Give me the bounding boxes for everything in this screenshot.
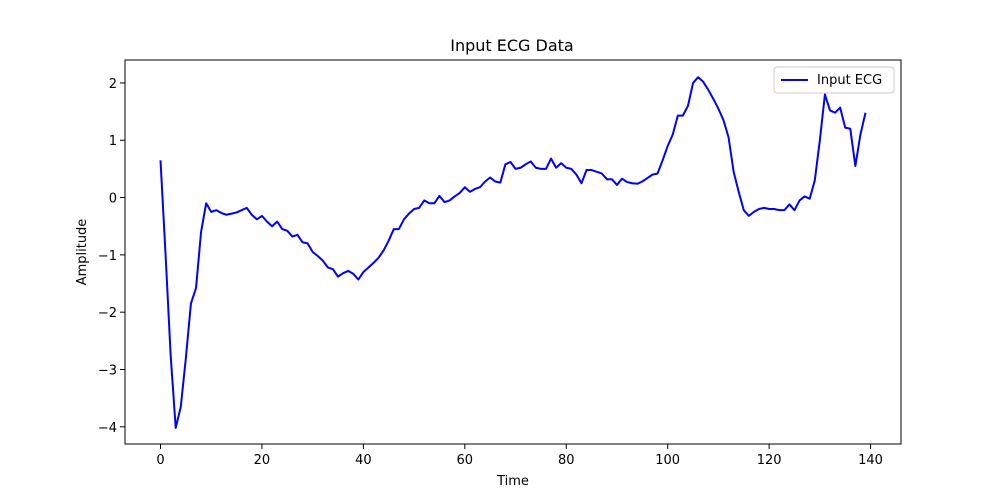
series-line-0: [159, 76, 867, 429]
y-tick-label: −2: [98, 306, 117, 321]
x-tick-label: 40: [355, 453, 372, 468]
x-tick-label: 80: [558, 453, 575, 468]
y-tick-label: 2: [109, 77, 117, 92]
x-axis-label: Time: [496, 474, 529, 489]
legend: Input ECG: [773, 66, 895, 94]
legend-label: Input ECG: [817, 73, 882, 88]
y-axis: −4 −3 −2 −1 0 1 2: [98, 77, 125, 436]
y-tick-label: 1: [109, 134, 117, 149]
y-tick-label: −3: [98, 363, 117, 378]
legend-box: [773, 66, 895, 94]
plot-frame: [124, 59, 902, 445]
y-tick-label: −4: [98, 421, 117, 436]
x-tick-label: 60: [457, 453, 474, 468]
x-tick-label: 140: [858, 453, 883, 468]
chart-title: Input ECG Data: [450, 36, 573, 55]
y-tick-label: 0: [109, 192, 117, 207]
y-tick-label: −1: [98, 249, 117, 264]
x-tick-label: 120: [757, 453, 782, 468]
x-axis: 0 20 40 60 80 100 120 140: [156, 444, 883, 468]
x-tick-label: 20: [254, 453, 271, 468]
x-tick-label: 100: [655, 453, 680, 468]
series-layer: [159, 76, 867, 429]
x-tick-label: 0: [156, 453, 164, 468]
y-axis-label: Amplitude: [75, 219, 90, 286]
